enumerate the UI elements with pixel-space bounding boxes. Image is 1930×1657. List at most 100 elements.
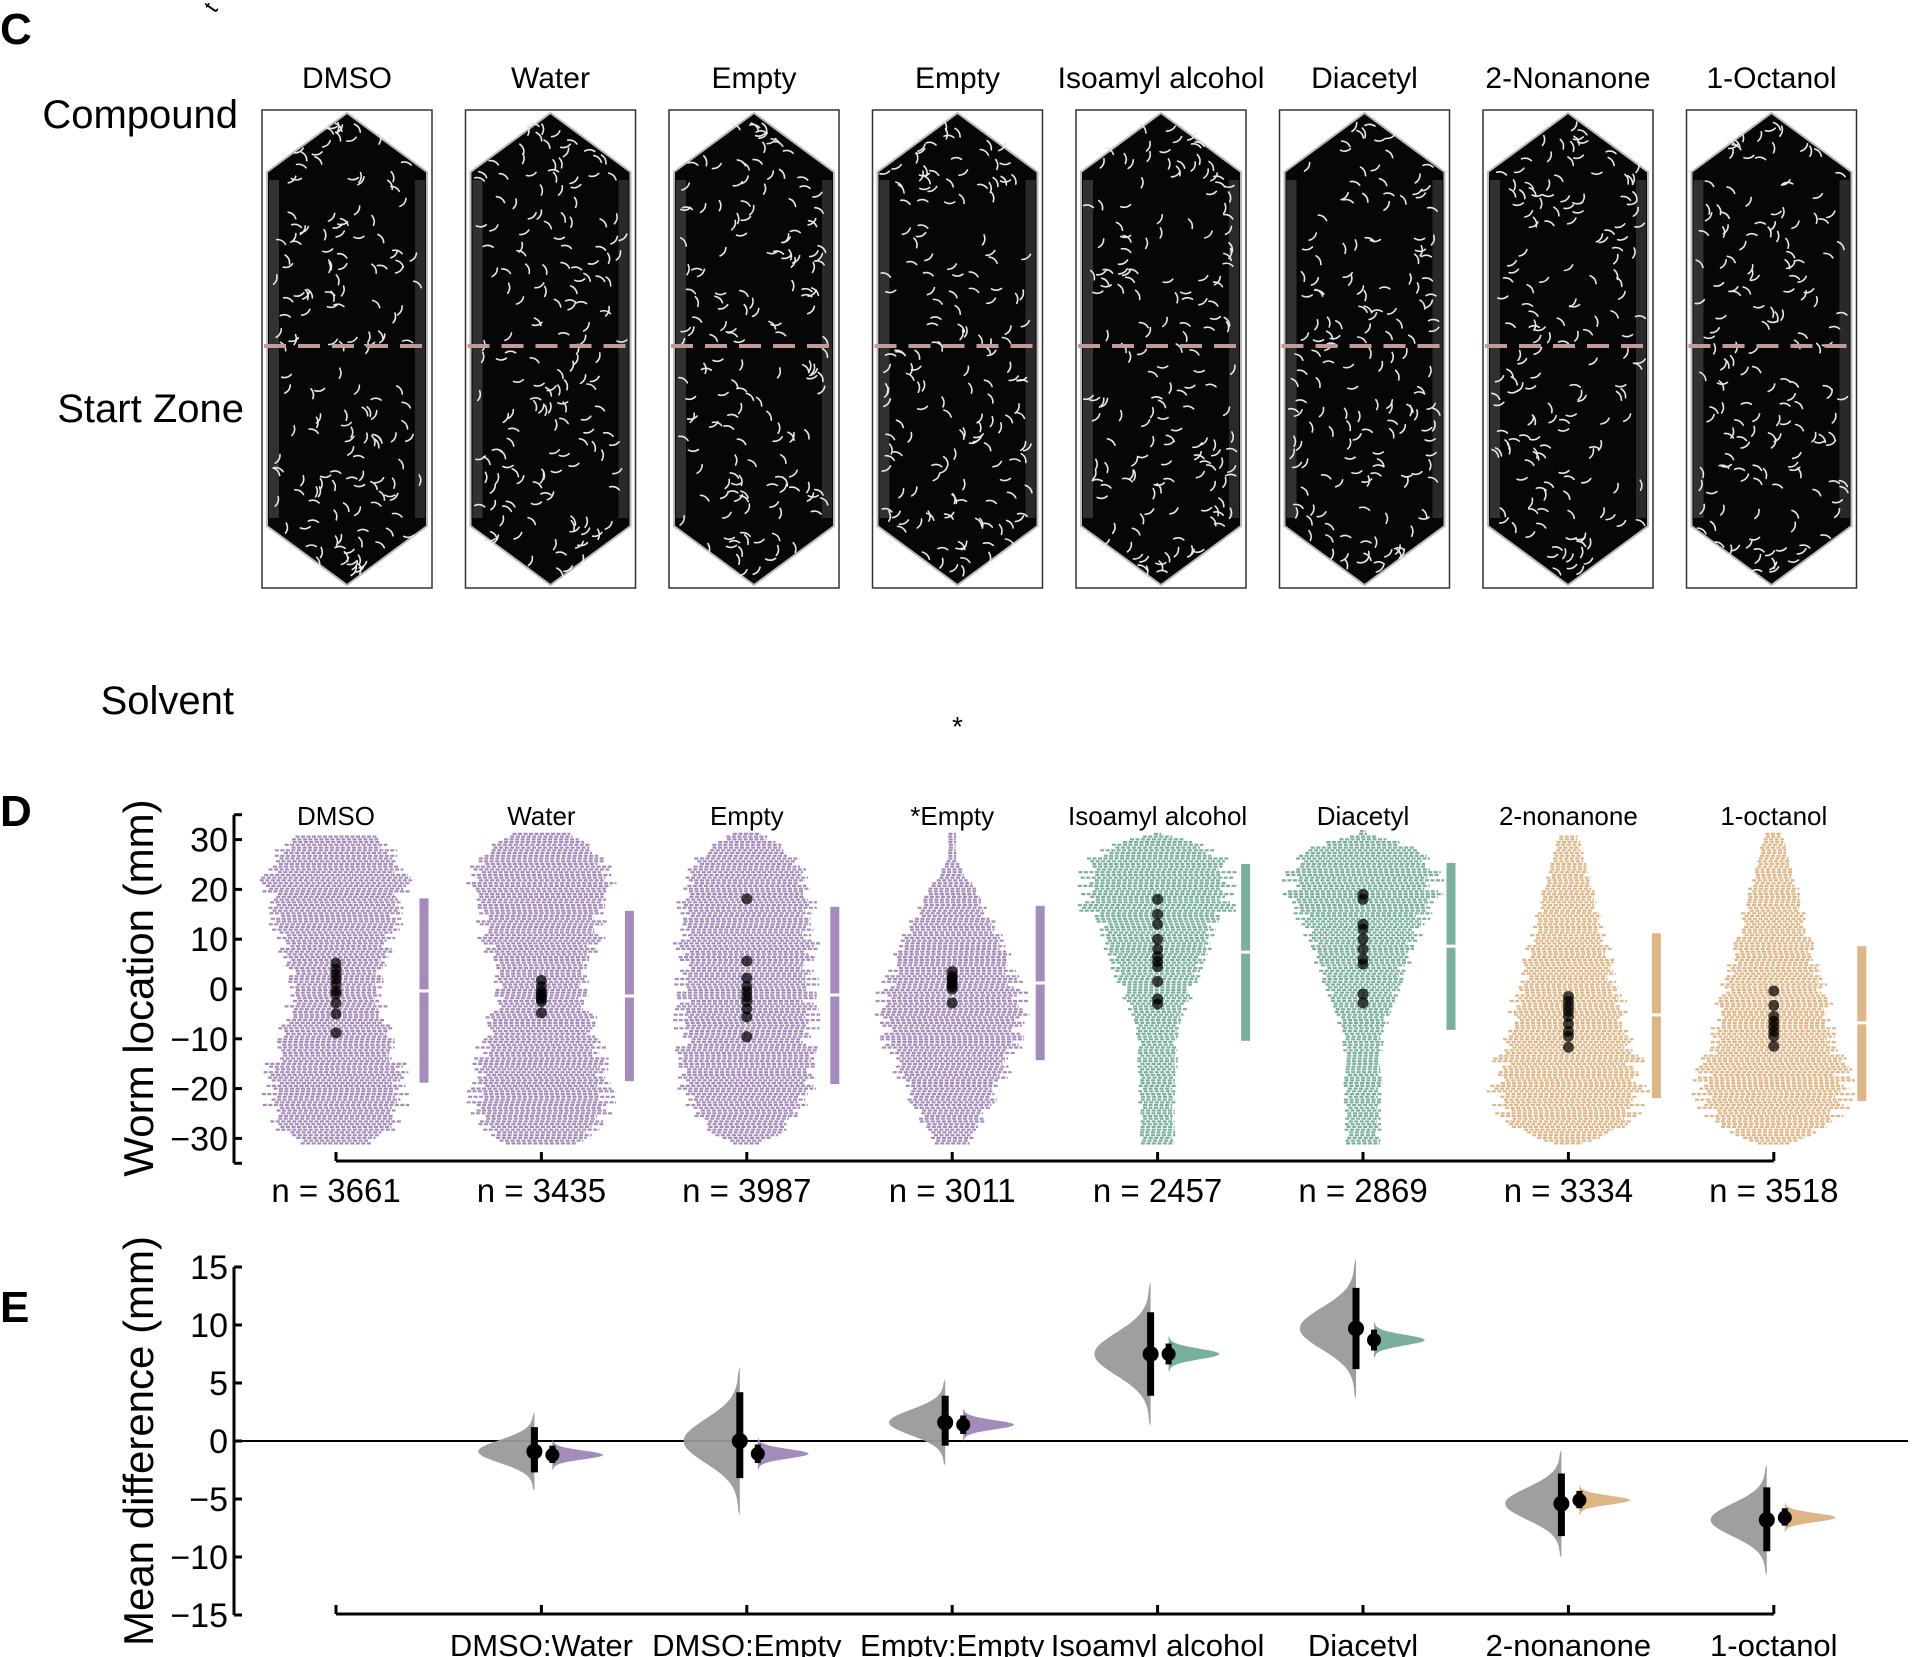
worm [502,412,510,424]
worm [1094,458,1098,471]
worm [358,470,365,482]
worm [680,206,692,211]
worm [395,385,404,395]
worm [992,176,999,188]
worm [885,433,896,441]
worm [1364,323,1372,334]
worm [1205,383,1217,388]
worm [1421,508,1428,520]
worm [502,505,513,513]
worm [1224,225,1233,236]
worm-tracks [879,120,1033,577]
worm [390,432,397,443]
worm [686,263,690,276]
plate-agar [1487,111,1649,587]
worm [326,304,338,309]
worm [1289,448,1295,460]
worm [1181,296,1194,300]
worm [942,455,949,467]
worm [1698,229,1710,237]
worm [1118,409,1123,422]
worm [806,481,811,494]
y-tick-label: 20 [190,871,228,909]
worm [1407,334,1416,344]
worm [1790,521,1797,533]
worm [559,417,569,425]
worm [1383,549,1393,558]
plate-edge-glow [1839,180,1850,518]
worm [582,321,590,332]
worm [1736,436,1748,442]
mean-difference-dot [1142,1346,1159,1362]
x-tick-label: DMSO:Water [450,1628,633,1657]
worm [1374,137,1386,142]
worm [1131,527,1141,536]
worm [528,122,540,128]
plate-agar [469,111,632,587]
worm [276,238,287,246]
worm [569,526,580,533]
worm [1230,431,1235,443]
worm [552,171,558,183]
worm [781,236,791,244]
worm [1731,143,1742,151]
worm [1228,241,1234,253]
worm [1519,189,1526,200]
worm [948,290,958,299]
worm [926,322,939,326]
swarm-points [1077,832,1238,1145]
n-label: n = 3435 [477,1172,606,1209]
worm [1210,516,1217,527]
worm [778,168,786,179]
worm [305,544,318,548]
swarm-title: 2-nonanone [1499,801,1638,831]
worm [751,307,760,318]
n-label: n = 3011 [889,1172,1016,1209]
worm [1390,351,1395,364]
worm [527,211,537,220]
worm [1317,214,1328,222]
worm [1597,439,1603,452]
worm [353,123,362,133]
worm [703,362,707,375]
worm [589,375,600,383]
worm [1748,346,1759,354]
worm [566,139,578,145]
worm [1179,322,1191,327]
worm [1713,343,1717,355]
y-axis-label: Worm location (mm) [115,799,162,1176]
summary-bar-lower [419,992,429,1083]
worm [1567,156,1575,167]
worm [741,161,750,171]
worm [1742,286,1752,295]
worm [1617,290,1626,300]
worm [789,486,800,492]
worm [1818,218,1829,224]
worm [1528,186,1537,196]
worm [1222,476,1227,488]
worm [1206,190,1218,196]
worm [1361,428,1373,434]
worm [762,183,767,195]
panel-letter-d: D [0,787,32,836]
worm [1176,389,1188,396]
worm [953,448,957,460]
worm [1826,210,1836,219]
worm [810,510,822,515]
worm [1413,237,1426,241]
worm [1226,447,1238,453]
worm [1767,226,1772,238]
worm [689,412,696,424]
worm [1568,303,1581,308]
y-tick-label: 15 [190,1249,228,1287]
worm [777,422,781,434]
worm [1215,181,1226,188]
summary-bar-upper [1035,905,1045,982]
worm [602,431,614,438]
worm [1498,517,1510,524]
worm [685,288,697,295]
worm [880,272,892,278]
worm [1576,540,1587,548]
worm [1004,325,1012,336]
worm [378,133,382,145]
